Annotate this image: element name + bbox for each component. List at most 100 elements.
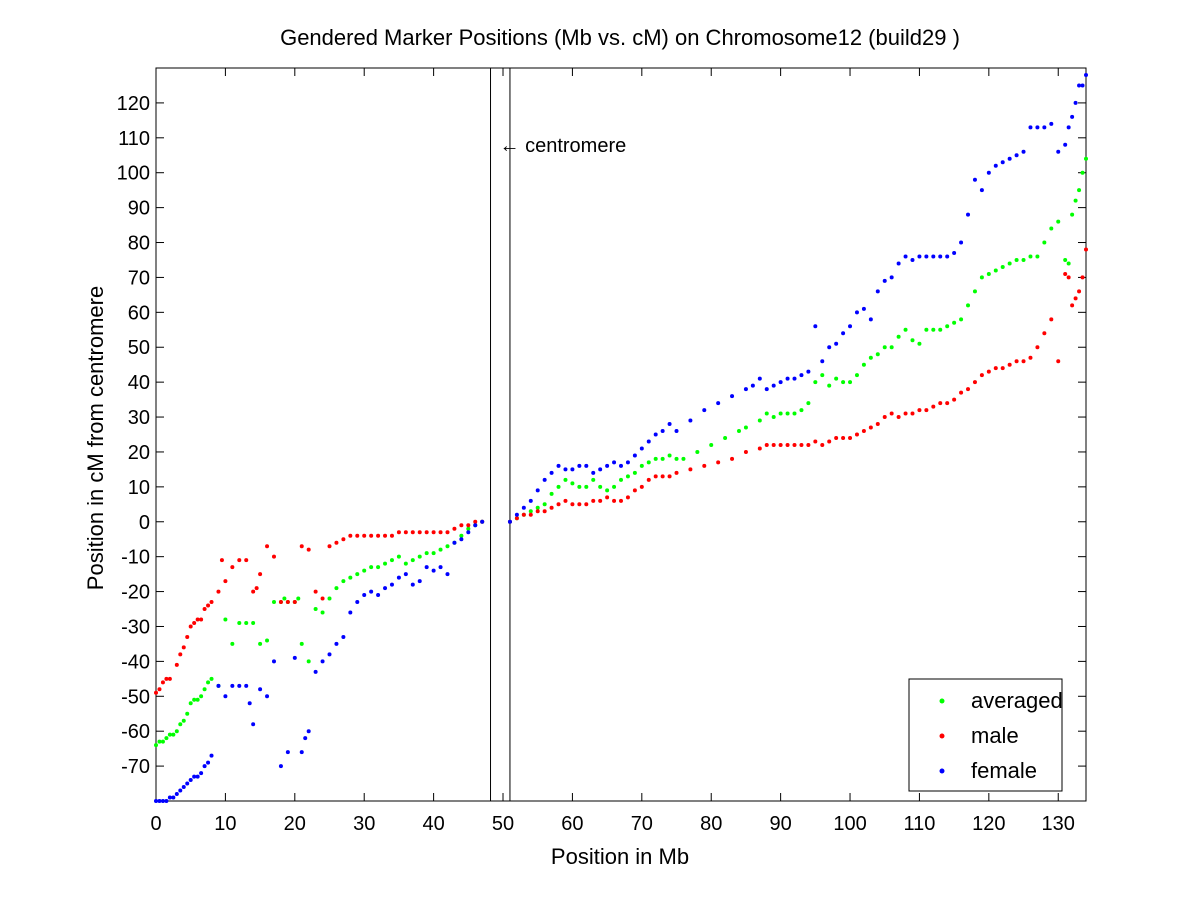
data-point-female [410, 582, 415, 587]
data-point-female [473, 523, 478, 528]
data-point-male [632, 488, 637, 493]
legend-marker-female [939, 768, 945, 774]
data-point-male [188, 624, 193, 629]
data-point-female [848, 324, 853, 329]
data-point-male [556, 502, 561, 507]
data-point-male [431, 530, 436, 535]
data-point-female [403, 572, 408, 577]
data-point-averaged [896, 334, 901, 339]
data-point-female [223, 694, 228, 699]
data-point-averaged [334, 586, 339, 591]
data-point-female [303, 736, 308, 741]
data-point-averaged [903, 327, 908, 332]
data-point-male [514, 516, 519, 521]
x-tick-label: 30 [353, 813, 375, 835]
data-point-averaged [882, 345, 887, 350]
data-point-male [972, 380, 977, 385]
data-point-female [362, 593, 367, 598]
data-point-male [549, 505, 554, 510]
data-point-female [667, 422, 672, 427]
data-point-female [348, 610, 353, 615]
y-tick-label: 0 [139, 512, 150, 534]
data-point-averaged [667, 453, 672, 458]
data-point-female [861, 306, 866, 311]
legend-label-averaged: averaged [971, 688, 1063, 713]
data-point-averaged [209, 676, 214, 681]
data-point-male [1035, 345, 1040, 350]
data-point-averaged [785, 411, 790, 416]
data-point-averaged [174, 729, 179, 734]
data-point-averaged [376, 565, 381, 570]
data-point-female [730, 394, 735, 399]
data-point-female [577, 463, 582, 468]
data-point-female [605, 463, 610, 468]
data-point-averaged [1056, 219, 1061, 224]
data-point-averaged [584, 484, 589, 489]
data-point-female [417, 579, 422, 584]
data-point-female [185, 781, 190, 786]
data-point-male [362, 533, 367, 538]
data-point-averaged [563, 477, 568, 482]
data-point-averaged [993, 268, 998, 273]
data-point-female [1028, 125, 1033, 130]
legend-box [908, 678, 1063, 792]
x-tick-label: 90 [770, 813, 792, 835]
data-point-averaged [251, 620, 256, 625]
data-point-female [813, 324, 818, 329]
data-point-male [605, 495, 610, 500]
data-point-male [785, 442, 790, 447]
data-point-male [896, 415, 901, 420]
data-point-male [917, 408, 922, 413]
data-point-male [1007, 362, 1012, 367]
x-tick-label: 0 [150, 813, 161, 835]
data-point-female [910, 257, 915, 262]
x-tick-label: 80 [700, 813, 722, 835]
data-point-female [192, 774, 197, 779]
y-tick-label: 50 [128, 337, 150, 359]
data-point-male [216, 589, 221, 594]
data-point-averaged [910, 338, 915, 343]
data-point-male [369, 533, 374, 538]
data-point-averaged [736, 429, 741, 434]
data-point-female [792, 376, 797, 381]
data-point-male [757, 446, 762, 451]
x-tick-label: 20 [284, 813, 306, 835]
data-point-averaged [188, 701, 193, 706]
data-point-male [889, 411, 894, 416]
x-tick-label: 70 [631, 813, 653, 835]
data-point-averaged [528, 509, 533, 514]
y-tick-label: -40 [121, 651, 150, 673]
data-point-female [660, 429, 665, 434]
data-point-averaged [577, 484, 582, 489]
data-point-male [716, 460, 721, 465]
data-point-averaged [466, 526, 471, 531]
data-point-male [320, 596, 325, 601]
data-point-female [966, 212, 971, 217]
data-point-male [667, 474, 672, 479]
data-point-averaged [1073, 198, 1078, 203]
data-point-averaged [625, 474, 630, 479]
y-tick-label: 40 [128, 372, 150, 394]
data-point-female [1063, 142, 1068, 147]
data-point-averaged [1077, 188, 1082, 193]
x-tick-label: 60 [561, 813, 583, 835]
data-point-averaged [619, 477, 623, 482]
data-point-female [993, 163, 998, 168]
data-point-male [410, 530, 415, 535]
legend-label-female: female [971, 758, 1037, 783]
data-point-male [1014, 359, 1019, 364]
data-point-female [285, 750, 290, 755]
plot-area: 0 10 20 30 40 50 60 70 80 90 100 110 120 130-70-60-50… [117, 67, 1088, 835]
data-point-male [875, 422, 880, 427]
data-point-averaged [743, 425, 748, 430]
data-point-male [206, 603, 211, 608]
data-point-averaged [1042, 240, 1047, 245]
data-point-female [167, 795, 172, 800]
data-point-male [251, 589, 256, 594]
data-point-female [306, 729, 311, 734]
data-point-averaged [695, 449, 700, 454]
data-point-female [1084, 72, 1088, 77]
legend-marker-averaged [939, 698, 945, 704]
data-point-averaged [296, 596, 301, 601]
